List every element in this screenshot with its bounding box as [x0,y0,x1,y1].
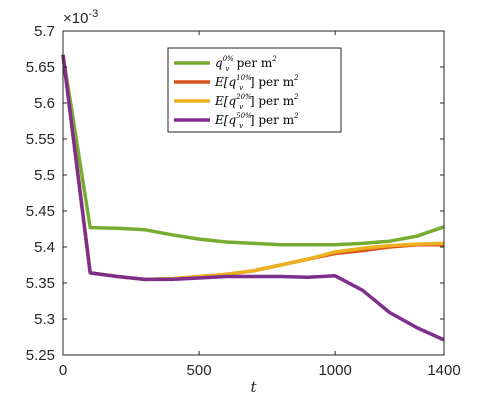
y-multiplier-exp: -3 [88,8,98,20]
series-line-0 [61,54,445,247]
y-tick-label: 5.45 [26,203,55,220]
y-tick-label: 5.55 [26,131,55,148]
x-tick-label: 1000 [318,362,351,379]
x-tick-label: 0 [59,362,67,379]
y-multiplier: ×10-3 [63,8,98,27]
legend: q0% v per m2E[q10% v] per m2E[q20% v] per m… [167,47,342,133]
legend-label-3: E[q50% v] per m2 [214,112,299,130]
ticks-layer: 0 500 1000 1400 5.25 5.3 5.35 5.4 5.45 5.5 5.55 5.6… [26,23,461,379]
series-layer [61,54,445,342]
y-tick-label: 5.35 [26,275,55,292]
legend-label-2: E[q20% v] per m2 [214,93,299,111]
x-tick-label: 500 [187,362,212,379]
y-tick-label: 5.4 [34,239,55,256]
y-tick-label: 5.65 [26,59,55,76]
series-line-3 [61,54,445,342]
y-tick-label: 5.5 [34,167,55,184]
y-multiplier-base: ×10 [63,10,88,27]
x-tick-label: 1400 [427,362,460,379]
legend-label-1: E[q10% v] per m2 [214,74,299,92]
axes-box [62,30,445,356]
x-axis-label: t [250,378,257,396]
legend-label-0: q0% v per m2 [215,55,277,73]
y-tick-label: 5.25 [26,347,55,364]
y-tick-label: 5.6 [34,95,55,112]
y-tick-label: 5.3 [34,311,55,328]
y-tick-label: 5.7 [34,23,55,40]
